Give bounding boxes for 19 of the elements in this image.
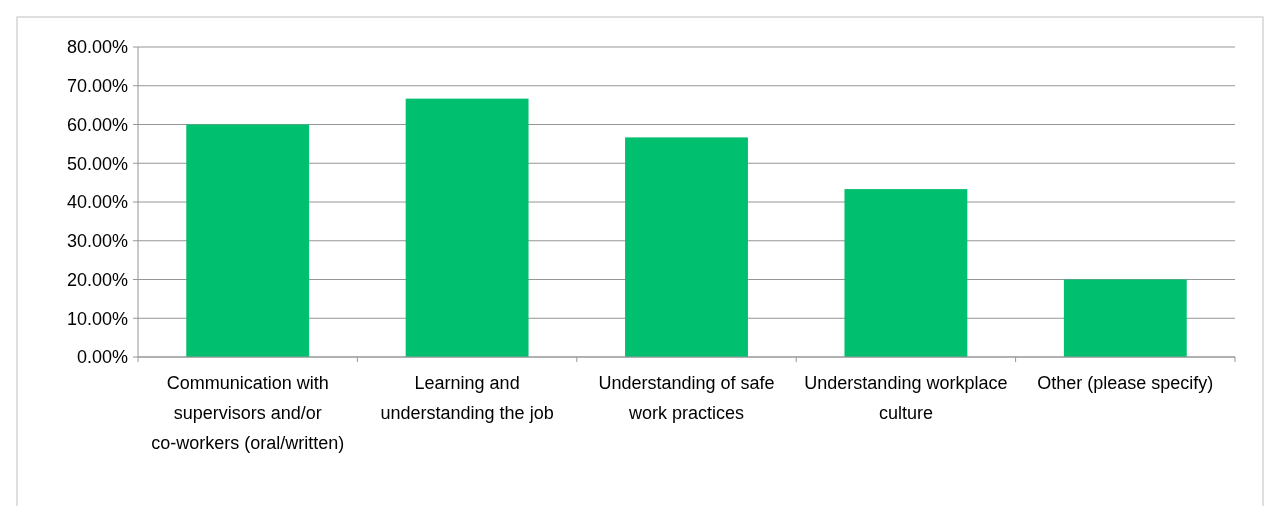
y-tick-label: 40.00% <box>66 192 128 213</box>
x-tick-label: Understanding of safe work practices <box>598 373 775 423</box>
x-tick-label: Understanding workplace culture <box>804 373 1008 423</box>
x-tick-label: Other (please specify) <box>1037 373 1214 393</box>
y-tick-label: 10.00% <box>66 308 128 329</box>
y-tick-label: 20.00% <box>66 269 128 290</box>
bar <box>625 137 748 357</box>
y-tick-label: 50.00% <box>66 153 128 174</box>
x-tick-label: Communication with supervisors and/or co-workers (oral/written) <box>151 373 345 453</box>
y-tick-label: 80.00% <box>66 37 128 58</box>
y-tick-label: 0.00% <box>76 347 128 368</box>
bar <box>844 189 968 357</box>
bar <box>186 124 310 357</box>
y-tick-label: 70.00% <box>66 76 128 97</box>
y-tick-label: 30.00% <box>66 231 128 252</box>
x-tick-label: Learning and understanding the job <box>380 373 554 423</box>
bar <box>1063 279 1187 357</box>
bar <box>405 98 529 357</box>
y-tick-label: 60.00% <box>66 114 128 135</box>
